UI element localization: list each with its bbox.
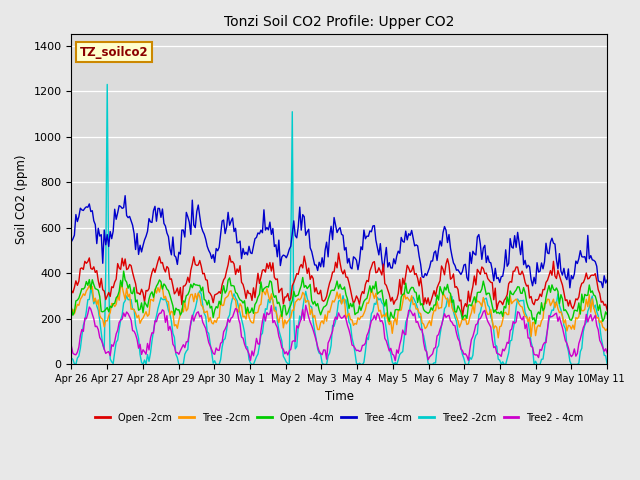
Text: TZ_soilco2: TZ_soilco2 bbox=[79, 46, 148, 59]
X-axis label: Time: Time bbox=[324, 390, 354, 403]
Title: Tonzi Soil CO2 Profile: Upper CO2: Tonzi Soil CO2 Profile: Upper CO2 bbox=[224, 15, 454, 29]
Y-axis label: Soil CO2 (ppm): Soil CO2 (ppm) bbox=[15, 155, 28, 244]
Legend: Open -2cm, Tree -2cm, Open -4cm, Tree -4cm, Tree2 -2cm, Tree2 - 4cm: Open -2cm, Tree -2cm, Open -4cm, Tree -4… bbox=[92, 409, 588, 427]
